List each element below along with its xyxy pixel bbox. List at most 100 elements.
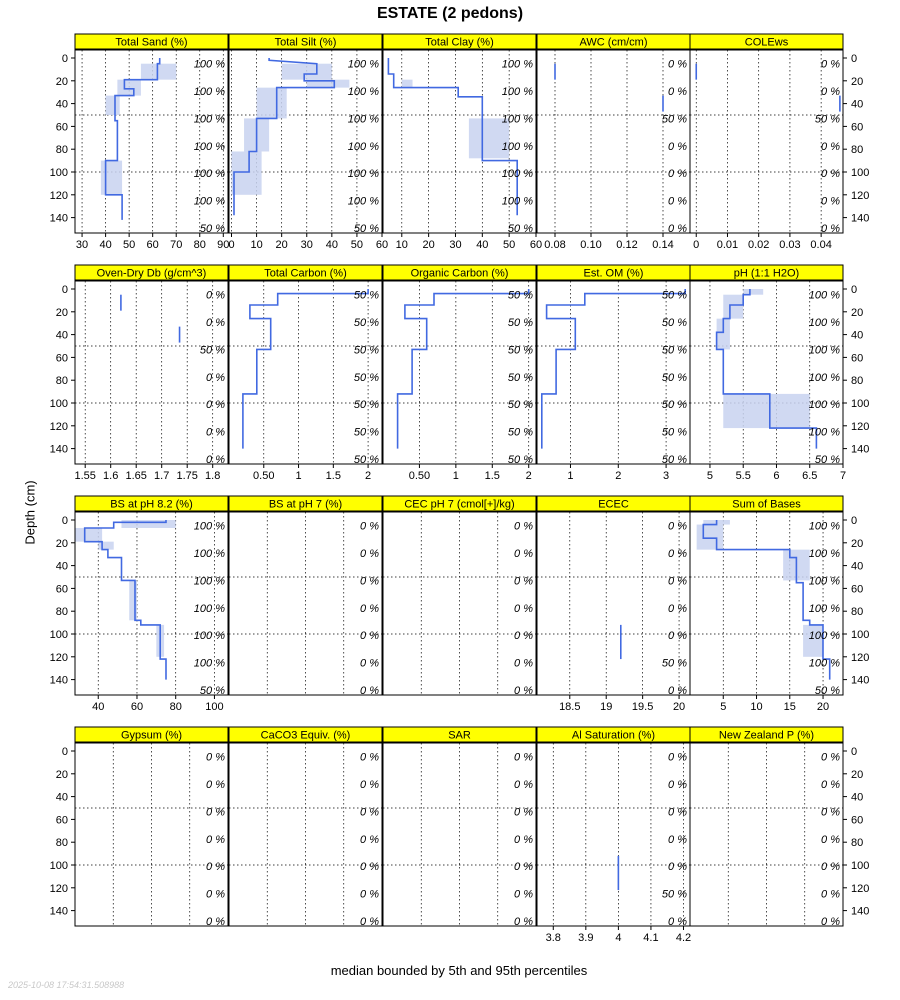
y-tick-label: 80: [56, 375, 68, 387]
panel-title: Sum of Bases: [732, 499, 801, 511]
x-axis-label: median bounded by 5th and 95th percentil…: [330, 963, 588, 978]
y-tick-label: 120: [851, 652, 869, 664]
pct-label: 0 %: [821, 141, 840, 153]
x-tick-label: 30: [76, 239, 88, 251]
pct-label: 0 %: [360, 806, 379, 818]
pct-label: 50 %: [508, 399, 533, 411]
pct-label: 50 %: [200, 223, 225, 235]
y-tick-label: 20: [851, 538, 863, 550]
x-tick-label: 40: [92, 701, 104, 713]
pct-label: 50 %: [508, 344, 533, 356]
panel-title: CaCO3 Equiv. (%): [261, 730, 351, 742]
pct-label: 100 %: [502, 113, 533, 125]
y-tick-label: 40: [56, 99, 68, 111]
y-tick-label: 140: [50, 906, 68, 918]
panel-frame: [382, 742, 537, 927]
y-tick-label: 40: [56, 561, 68, 573]
percentile-band: [98, 541, 114, 550]
panel-frame: [382, 280, 537, 465]
x-tick-label: 3.8: [546, 932, 561, 944]
pct-label: 0 %: [206, 779, 225, 791]
y-tick-label: 140: [851, 444, 869, 456]
pct-label: 0 %: [360, 834, 379, 846]
y-tick-label: 80: [56, 837, 68, 849]
pct-label: 100 %: [502, 141, 533, 153]
pct-label: 0 %: [821, 86, 840, 98]
pct-label: 100 %: [194, 59, 225, 71]
x-tick-label: 5: [707, 470, 713, 482]
panel-frame: [689, 280, 844, 465]
panel-strip: [689, 264, 844, 281]
y-tick-label: 20: [56, 307, 68, 319]
pct-label: 50 %: [508, 317, 533, 329]
pct-label: 100 %: [809, 548, 840, 560]
median-line: [83, 520, 167, 680]
x-tick-label: 1: [295, 470, 301, 482]
percentile-band: [129, 580, 137, 621]
pct-label: 0 %: [668, 861, 687, 873]
x-tick-label: 40: [99, 239, 111, 251]
x-tick-label: 15: [784, 701, 796, 713]
x-tick-label: 80: [194, 239, 206, 251]
pct-label: 50 %: [354, 454, 379, 466]
panel-frame: [74, 511, 229, 696]
pct-label: 0 %: [206, 834, 225, 846]
pct-label: 50 %: [508, 372, 533, 384]
pct-label: 100 %: [502, 196, 533, 208]
y-tick-label: 120: [50, 421, 68, 433]
timestamp: 2025-10-08 17:54:31.508988: [8, 980, 125, 990]
x-tick-label: 60: [376, 239, 388, 251]
pct-label: 50 %: [354, 317, 379, 329]
x-tick-label: 60: [147, 239, 159, 251]
y-tick-label: 120: [50, 652, 68, 664]
pct-label: 0 %: [668, 196, 687, 208]
pct-label: 50 %: [662, 372, 687, 384]
percentile-band: [256, 87, 287, 119]
y-tick-label: 60: [56, 814, 68, 826]
pct-label: 0 %: [821, 834, 840, 846]
panel-strip: [382, 33, 537, 50]
x-tick-label: 4.2: [676, 932, 691, 944]
pct-label: 50 %: [662, 889, 687, 901]
panel-title: AWC (cm/cm): [579, 37, 647, 49]
pct-label: 0 %: [668, 575, 687, 587]
pct-label: 0 %: [514, 575, 533, 587]
pct-label: 0 %: [821, 916, 840, 928]
x-tick-label: 7: [840, 470, 846, 482]
x-tick-label: 40: [326, 239, 338, 251]
pct-label: 50 %: [662, 427, 687, 439]
panel-strip: [382, 264, 537, 281]
pct-label: 0 %: [668, 834, 687, 846]
pct-label: 0 %: [821, 223, 840, 235]
y-tick-label: 100: [851, 860, 869, 872]
y-tick-label: 100: [851, 398, 869, 410]
pct-label: 0 %: [668, 521, 687, 533]
pct-label: 50 %: [662, 317, 687, 329]
panel-title: SAR: [448, 730, 471, 742]
pct-label: 0 %: [668, 603, 687, 615]
pct-label: 0 %: [360, 548, 379, 560]
pct-label: 0 %: [206, 806, 225, 818]
x-tick-label: 6.5: [802, 470, 817, 482]
y-tick-label: 80: [56, 606, 68, 618]
median-line: [233, 58, 336, 216]
pct-label: 100 %: [809, 317, 840, 329]
panel-title: Al Saturation (%): [572, 730, 655, 742]
pct-label: 0 %: [668, 806, 687, 818]
y-tick-label: 60: [851, 121, 863, 133]
y-tick-label: 100: [50, 398, 68, 410]
percentile-band: [117, 79, 141, 96]
x-tick-label: 2: [365, 470, 371, 482]
x-tick-label: 20: [673, 701, 685, 713]
x-tick-label: 90: [217, 239, 229, 251]
median-line: [540, 289, 687, 449]
pct-label: 0 %: [360, 889, 379, 901]
pct-label: 50 %: [508, 454, 533, 466]
pct-label: 0 %: [514, 548, 533, 560]
y-tick-label: 80: [56, 144, 68, 156]
y-tick-label: 0: [851, 746, 857, 758]
pct-label: 50 %: [354, 223, 379, 235]
pct-label: 100 %: [809, 399, 840, 411]
panel-strip: [74, 726, 229, 743]
pct-label: 0 %: [668, 752, 687, 764]
